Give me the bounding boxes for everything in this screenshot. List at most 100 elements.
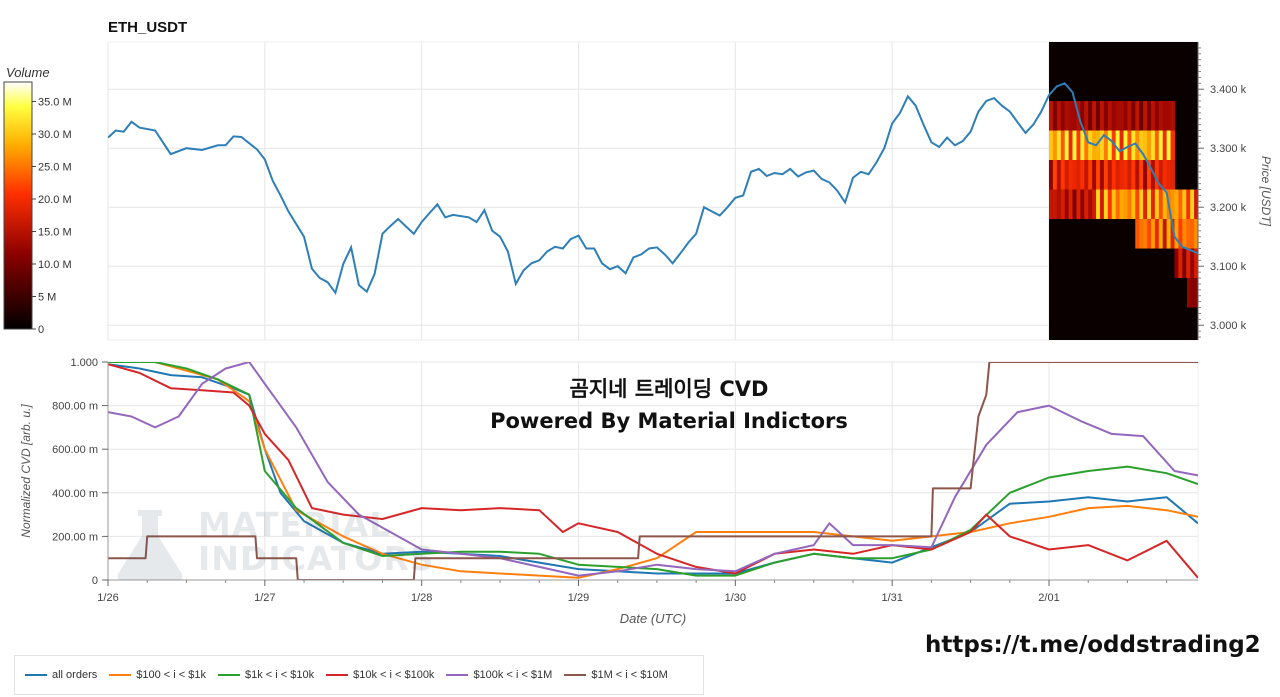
cvd-line-1 <box>108 362 1198 579</box>
cvd-y-ticks: 0 200.00 m 400.00 m 600.00 m 800.00 m 1.000 <box>52 357 108 587</box>
heatmap-cell-4-25 <box>1194 189 1198 220</box>
cvd-xtick-label-0: 1/26 <box>97 592 118 604</box>
heatmap-cell-1-5 <box>1068 130 1074 161</box>
legend-swatch-2 <box>217 674 240 676</box>
heatmap-cell-1-2 <box>1056 130 1062 161</box>
heatmap-cell-6-5 <box>1194 248 1198 279</box>
heatmap-cell-5-13 <box>1186 219 1191 249</box>
cvd-xtick-label-6: 2/01 <box>1038 592 1059 604</box>
heatmap-cell-5-3 <box>1147 219 1152 249</box>
cvd-ytick-label-5: 1.000 <box>70 357 98 369</box>
heatmap-cell-0-23 <box>1139 101 1144 131</box>
cvd-xtick-label-2: 1/28 <box>411 592 432 604</box>
heatmap-cell-4-24 <box>1190 189 1195 220</box>
heatmap-cell-2-29 <box>1162 160 1168 190</box>
legend: all orders $100 < i < $1k $1k < i < $10k $1… <box>14 655 704 695</box>
heatmap-cell-2-25 <box>1147 160 1152 190</box>
heatmap-cell-3-0 <box>1049 189 1054 220</box>
legend-label-1: $100 < i < $1k <box>136 669 206 681</box>
heatmap-cell-2-2 <box>1056 160 1062 190</box>
heatmap-cell-1-26 <box>1150 130 1156 161</box>
cvd-line-4 <box>108 362 1198 577</box>
heatmap-cell-6-4 <box>1190 248 1195 279</box>
heatmap-cell-5-1 <box>1139 219 1144 249</box>
legend-swatch-4 <box>446 674 469 676</box>
heatmap-cell-4-14 <box>1150 189 1156 220</box>
cvd-line-5 <box>108 362 1198 580</box>
heatmap-cell-2-23 <box>1139 160 1144 190</box>
annotation-line-2: Powered By Material Indictors <box>490 409 848 433</box>
price-series <box>108 82 1198 296</box>
heatmap-cell-4-20 <box>1174 189 1179 220</box>
heatmap-cell-1-19 <box>1123 130 1128 161</box>
legend-label-5: $1M < i < $10M <box>591 669 668 681</box>
heatmap-cell-4-0 <box>1096 189 1101 220</box>
heatmap-cell-0-28 <box>1158 101 1164 131</box>
heatmap-cell-3-9 <box>1084 189 1089 220</box>
legend-item-1[interactable]: $100 < i < $1k <box>109 669 206 681</box>
legend-item-5[interactable]: $1M < i < $10M <box>564 669 668 681</box>
heatmap-cell-4-11 <box>1139 189 1144 220</box>
heatmap-cell-2-21 <box>1131 160 1136 190</box>
heatmap-cell-2-5 <box>1068 160 1074 190</box>
heatmap-cell-1-28 <box>1158 130 1164 161</box>
colorbar-ticks: 0 5 M 10.0 M 15.0 M 20.0 M 25.0 M 30.0 M 35.0 M <box>32 97 72 336</box>
heatmap-cell-4-19 <box>1170 189 1175 220</box>
heatmap-cell-3-3 <box>1060 189 1066 220</box>
cvd-ytick-label-1: 200.00 m <box>52 531 98 543</box>
heatmap-cell-0-8 <box>1080 101 1085 131</box>
cvd-ytick-label-3: 600.00 m <box>52 444 98 456</box>
heatmap-cell-0-10 <box>1088 101 1093 131</box>
heatmap-cell-4-15 <box>1154 189 1160 220</box>
colorbar-tick-label-4: 20.0 M <box>38 194 72 206</box>
heatmap-cell-3-4 <box>1064 189 1070 220</box>
heatmap-cell-5-0 <box>1135 219 1140 249</box>
colorbar-tick-label-6: 30.0 M <box>38 129 72 141</box>
heatmap-cell-2-8 <box>1080 160 1085 190</box>
heatmap-cell-1-0 <box>1049 130 1054 161</box>
heatmap-cell-0-30 <box>1166 101 1172 131</box>
legend-swatch-0 <box>25 674 47 676</box>
legend-item-2[interactable]: $1k < i < $10k <box>217 669 314 681</box>
heatmap-cell-1-15 <box>1107 130 1113 161</box>
legend-item-4[interactable]: $100k < i < $1M <box>446 669 552 681</box>
price-axis-ticks: 3.000 k 3.100 k 3.200 k 3.300 k 3.400 k <box>1198 47 1247 338</box>
legend-item-3[interactable]: $10k < i < $100k <box>326 669 434 681</box>
heatmap-cell-5-14 <box>1190 219 1195 249</box>
price-tick-label-4: 3.400 k <box>1210 84 1247 96</box>
heatmap-cell-7-2 <box>1194 278 1198 308</box>
heatmap-cell-4-2 <box>1103 189 1109 220</box>
legend-label-3: $10k < i < $100k <box>353 669 435 681</box>
heatmap-cell-1-18 <box>1119 130 1125 161</box>
heatmap-cell-0-24 <box>1143 101 1148 131</box>
heatmap-cell-2-1 <box>1052 160 1058 190</box>
heatmap-cell-0-14 <box>1103 101 1109 131</box>
heatmap-cell-7-1 <box>1190 278 1195 308</box>
heatmap-cell-2-3 <box>1060 160 1066 190</box>
cvd-ytick-label-0: 0 <box>92 575 98 587</box>
price-chart-title: ETH_USDT <box>108 19 187 36</box>
heatmap-cell-1-8 <box>1080 130 1085 161</box>
heatmap-cell-2-19 <box>1123 160 1128 190</box>
cvd-x-ticks: 1/26 1/27 1/28 1/29 1/30 1/31 2/01 <box>97 580 1168 604</box>
heatmap-cell-2-18 <box>1119 160 1125 190</box>
heatmap-cell-2-7 <box>1076 160 1081 190</box>
heatmap-cell-0-12 <box>1096 101 1101 131</box>
heatmap-cell-0-6 <box>1072 101 1077 131</box>
heatmap-cell-1-25 <box>1147 130 1152 161</box>
heatmap-cell-5-2 <box>1143 219 1148 249</box>
heatmap-cell-0-1 <box>1052 101 1058 131</box>
heatmap-cell-0-0 <box>1049 101 1054 131</box>
heatmap-cell-3-11 <box>1092 189 1097 220</box>
heatmap-cell-2-4 <box>1064 160 1070 190</box>
heatmap-cell-1-9 <box>1084 130 1089 161</box>
heatmap-cell-4-4 <box>1111 189 1117 220</box>
heatmap-cell-5-12 <box>1182 219 1187 249</box>
heatmap-cell-1-13 <box>1099 130 1105 161</box>
heatmap-cell-0-9 <box>1084 101 1089 131</box>
heatmap-cell-6-2 <box>1182 248 1187 279</box>
legend-item-0[interactable]: all orders <box>25 669 97 681</box>
footer-url: https://t.me/oddstrading2 <box>925 632 1261 658</box>
heatmap-cell-0-11 <box>1092 101 1097 131</box>
heatmap-cell-0-31 <box>1170 101 1175 131</box>
